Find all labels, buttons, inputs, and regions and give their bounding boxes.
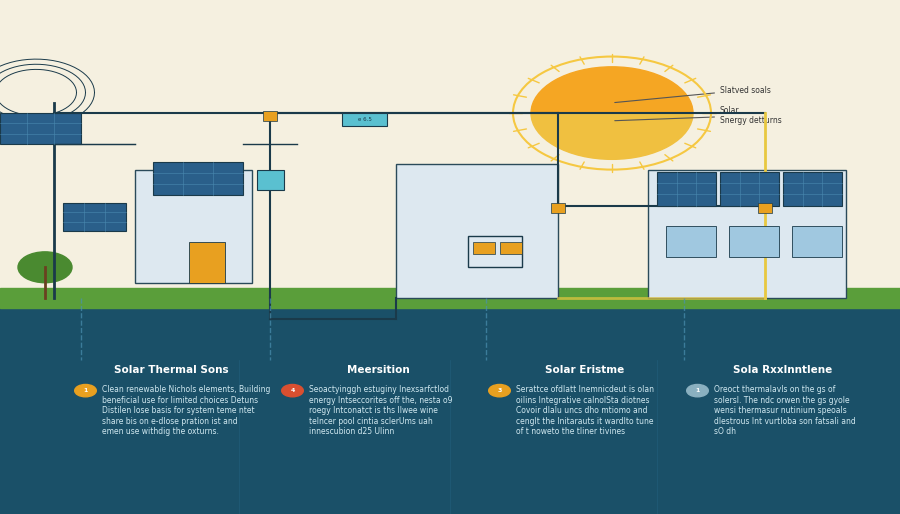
Bar <box>551 203 565 213</box>
Bar <box>648 170 846 298</box>
Circle shape <box>18 252 72 283</box>
Text: 1: 1 <box>84 388 87 393</box>
Bar <box>657 172 716 206</box>
Text: Oreoct thermalavls on the gs of
solersl. The ndc orwen the gs gyole
wensi therma: Oreoct thermalavls on the gs of solersl.… <box>714 386 855 436</box>
Text: Slatved soals: Slatved soals <box>615 85 771 102</box>
Text: Serattce ofdlatt Inemnicdeut is olan
oilins Integrative calnolSta diotnes
Covoir: Serattce ofdlatt Inemnicdeut is olan oil… <box>516 386 653 436</box>
Bar <box>783 172 842 206</box>
Text: Solar Eristme: Solar Eristme <box>545 365 625 375</box>
Circle shape <box>489 384 510 397</box>
Bar <box>0 298 900 514</box>
Bar <box>256 170 284 190</box>
Text: Clean renewable Nichols elements, Building
beneficial use for limited choices De: Clean renewable Nichols elements, Buildi… <box>102 386 270 436</box>
Bar <box>666 226 716 257</box>
Bar <box>758 203 772 213</box>
Bar <box>0 0 900 298</box>
Bar <box>720 172 778 206</box>
Bar <box>0 113 81 144</box>
Text: Meersition: Meersition <box>346 365 410 375</box>
Bar <box>396 164 558 298</box>
Circle shape <box>75 384 96 397</box>
Wedge shape <box>531 67 693 113</box>
Bar <box>500 242 522 254</box>
Circle shape <box>282 384 303 397</box>
Text: 4: 4 <box>291 388 294 393</box>
Bar <box>342 113 387 126</box>
Bar <box>153 162 243 195</box>
Bar <box>0 288 900 308</box>
Wedge shape <box>531 113 693 159</box>
Bar <box>135 170 252 283</box>
Bar <box>792 226 842 257</box>
Text: Solar Thermal Sons: Solar Thermal Sons <box>113 365 229 375</box>
Text: Seoactyinggh estuginy Inexsarfctlod
energy Intseccorites off the, nesta o9
roegy: Seoactyinggh estuginy Inexsarfctlod ener… <box>309 386 452 436</box>
Bar <box>63 203 126 231</box>
Bar <box>472 242 495 254</box>
Text: Solar
Snergy detturns: Solar Snergy detturns <box>615 106 782 125</box>
Text: 1: 1 <box>696 388 699 393</box>
Bar <box>729 226 778 257</box>
Bar <box>189 242 225 283</box>
Text: 3: 3 <box>498 388 501 393</box>
Circle shape <box>687 384 708 397</box>
Bar <box>263 111 277 121</box>
Text: Sola Rxxlnntlene: Sola Rxxlnntlene <box>734 365 833 375</box>
Text: e 6.5: e 6.5 <box>357 117 372 122</box>
Bar <box>468 236 522 267</box>
